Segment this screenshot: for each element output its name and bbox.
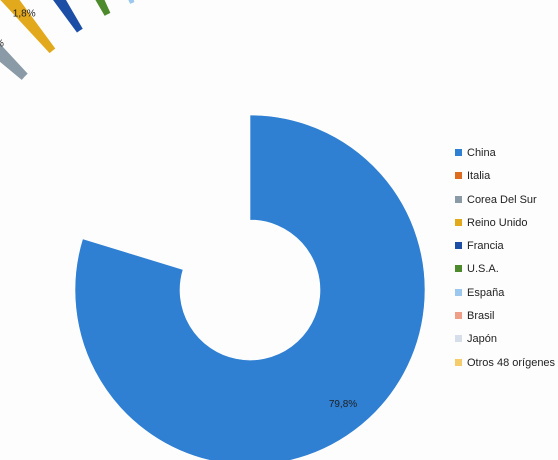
legend-item: Reino Unido xyxy=(455,216,558,239)
legend-swatch xyxy=(455,265,462,273)
pie-slice-1 xyxy=(74,114,426,460)
legend-label: España xyxy=(467,286,505,299)
pie-slice-6 xyxy=(94,0,112,17)
data-label-1: 79,8% xyxy=(329,399,357,410)
legend-swatch xyxy=(455,288,462,296)
legend-label: Corea Del Sur xyxy=(467,193,537,206)
legend-item: Italia xyxy=(455,169,558,192)
chart-legend: China Italia Corea Del Sur Reino Unido Franc… xyxy=(455,146,558,379)
legend-item: Francia xyxy=(455,239,558,262)
legend-item: Japón xyxy=(455,332,558,355)
legend-label: Italia xyxy=(467,170,491,183)
legend-swatch xyxy=(455,242,462,250)
legend-item: Brasil xyxy=(455,309,558,332)
pie-slice-4 xyxy=(0,0,57,55)
pie-slice-7 xyxy=(127,0,136,5)
legend-swatch xyxy=(455,149,462,156)
legend-swatch xyxy=(455,218,462,226)
legend-item: U.S.A. xyxy=(455,262,558,285)
data-label-4: 1,8% xyxy=(13,9,36,20)
legend-swatch xyxy=(455,335,462,343)
legend-swatch xyxy=(455,312,462,320)
legend-label: Francia xyxy=(467,240,504,253)
legend-item: China xyxy=(455,146,558,169)
legend-swatch xyxy=(455,358,462,366)
pie-slice-3 xyxy=(0,42,29,81)
legend-label: Otros 48 orígenes xyxy=(467,356,556,369)
legend-item: Otros 48 orígenes xyxy=(455,356,558,379)
legend-swatch xyxy=(455,172,462,180)
legend-item: España xyxy=(455,286,558,309)
data-label-3: 2,1% xyxy=(0,38,4,49)
legend-label: China xyxy=(467,147,496,159)
legend-label: U.S.A. xyxy=(467,263,499,276)
legend-label: Brasil xyxy=(467,310,495,323)
legend-item: Corea Del Sur xyxy=(455,193,558,216)
legend-swatch xyxy=(455,195,462,203)
legend-label: Japón xyxy=(467,333,497,346)
legend-label: Reino Unido xyxy=(467,216,528,229)
pie-slice-5 xyxy=(52,0,84,34)
